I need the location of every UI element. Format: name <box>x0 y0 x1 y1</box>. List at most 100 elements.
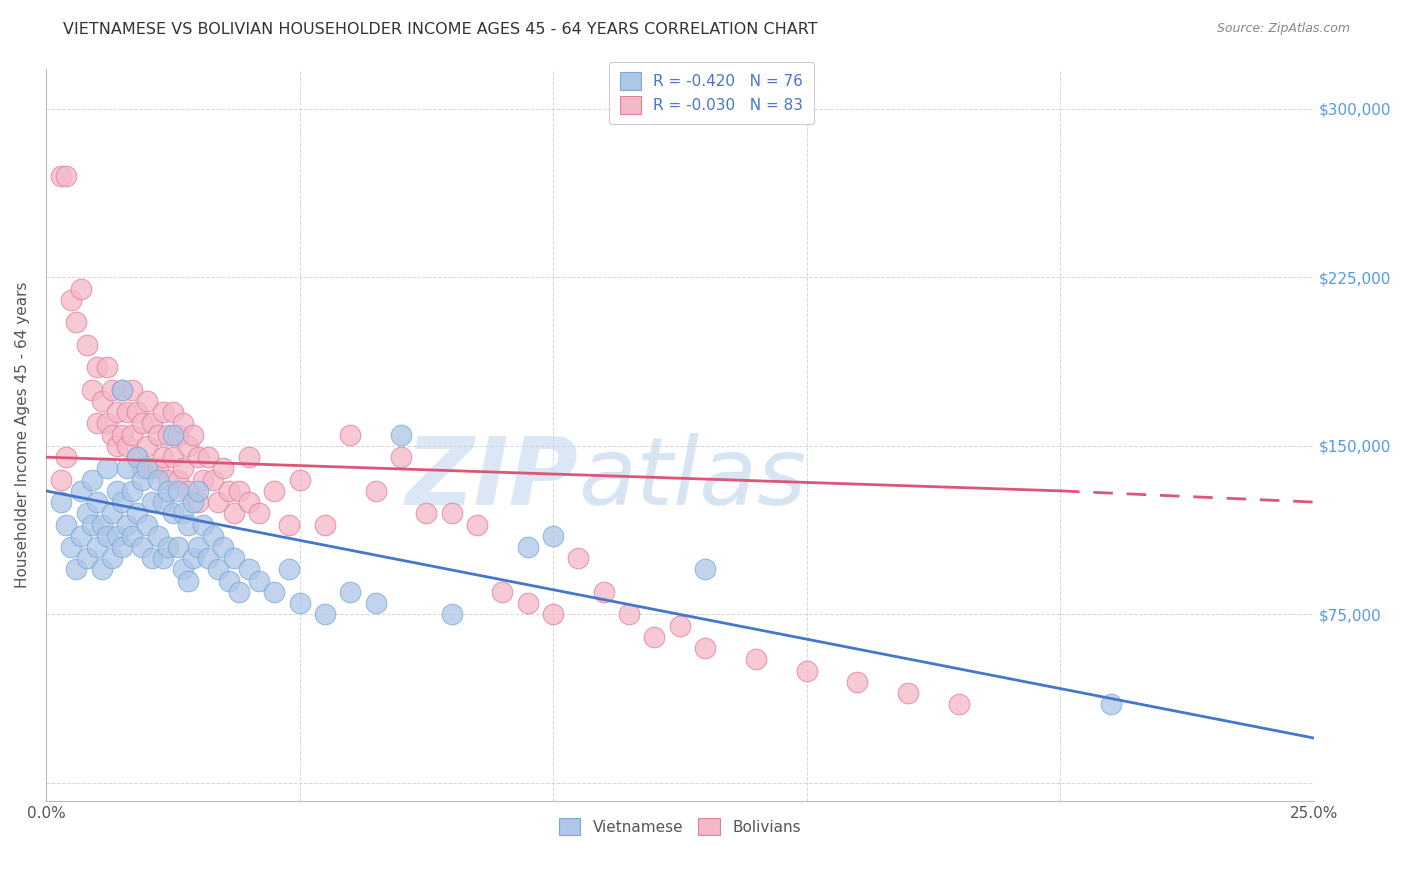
Point <box>111 540 134 554</box>
Point <box>96 529 118 543</box>
Point <box>491 585 513 599</box>
Point <box>222 506 245 520</box>
Point <box>51 169 73 184</box>
Point <box>1099 698 1122 712</box>
Point <box>152 551 174 566</box>
Point <box>288 473 311 487</box>
Point <box>141 551 163 566</box>
Point <box>156 483 179 498</box>
Point <box>80 383 103 397</box>
Point <box>111 383 134 397</box>
Point <box>127 450 149 465</box>
Point <box>222 551 245 566</box>
Point <box>86 360 108 375</box>
Point <box>146 461 169 475</box>
Point <box>187 450 209 465</box>
Point <box>238 450 260 465</box>
Point <box>278 517 301 532</box>
Point <box>389 427 412 442</box>
Point <box>105 483 128 498</box>
Point <box>796 664 818 678</box>
Point <box>101 506 124 520</box>
Point <box>121 427 143 442</box>
Point <box>55 517 77 532</box>
Point <box>146 427 169 442</box>
Point <box>166 540 188 554</box>
Point <box>90 517 112 532</box>
Point <box>76 551 98 566</box>
Point <box>146 473 169 487</box>
Point <box>80 517 103 532</box>
Point <box>90 562 112 576</box>
Point <box>172 562 194 576</box>
Point <box>389 450 412 465</box>
Point <box>247 506 270 520</box>
Point <box>101 551 124 566</box>
Point <box>146 529 169 543</box>
Point <box>617 607 640 622</box>
Point <box>131 540 153 554</box>
Point <box>191 473 214 487</box>
Point <box>364 483 387 498</box>
Point <box>465 517 488 532</box>
Point <box>86 417 108 431</box>
Point <box>440 607 463 622</box>
Point <box>238 495 260 509</box>
Point <box>152 450 174 465</box>
Point <box>177 574 200 588</box>
Point <box>166 483 188 498</box>
Point <box>567 551 589 566</box>
Point <box>127 506 149 520</box>
Point <box>339 585 361 599</box>
Point <box>247 574 270 588</box>
Point <box>415 506 437 520</box>
Point <box>218 574 240 588</box>
Point <box>115 439 138 453</box>
Point <box>745 652 768 666</box>
Text: ZIP: ZIP <box>405 433 578 524</box>
Point <box>121 383 143 397</box>
Point <box>101 383 124 397</box>
Point <box>115 517 138 532</box>
Point <box>202 529 225 543</box>
Point <box>76 506 98 520</box>
Point <box>70 282 93 296</box>
Point <box>70 483 93 498</box>
Point <box>695 562 717 576</box>
Point <box>516 540 538 554</box>
Point <box>162 506 184 520</box>
Point <box>166 427 188 442</box>
Point <box>51 473 73 487</box>
Point <box>197 450 219 465</box>
Point <box>152 495 174 509</box>
Point <box>121 529 143 543</box>
Point <box>187 483 209 498</box>
Point <box>136 394 159 409</box>
Point <box>70 529 93 543</box>
Point <box>263 483 285 498</box>
Point <box>152 405 174 419</box>
Point <box>141 495 163 509</box>
Point <box>127 405 149 419</box>
Point <box>156 427 179 442</box>
Point <box>897 686 920 700</box>
Point <box>136 517 159 532</box>
Point <box>105 405 128 419</box>
Point <box>314 607 336 622</box>
Point <box>86 540 108 554</box>
Point <box>191 517 214 532</box>
Point <box>115 461 138 475</box>
Point <box>643 630 665 644</box>
Point <box>181 551 204 566</box>
Point <box>218 483 240 498</box>
Point <box>187 495 209 509</box>
Point <box>288 596 311 610</box>
Point <box>440 506 463 520</box>
Point <box>60 540 83 554</box>
Point <box>187 540 209 554</box>
Point <box>212 461 235 475</box>
Point <box>202 473 225 487</box>
Point <box>76 338 98 352</box>
Point <box>136 461 159 475</box>
Y-axis label: Householder Income Ages 45 - 64 years: Householder Income Ages 45 - 64 years <box>15 282 30 588</box>
